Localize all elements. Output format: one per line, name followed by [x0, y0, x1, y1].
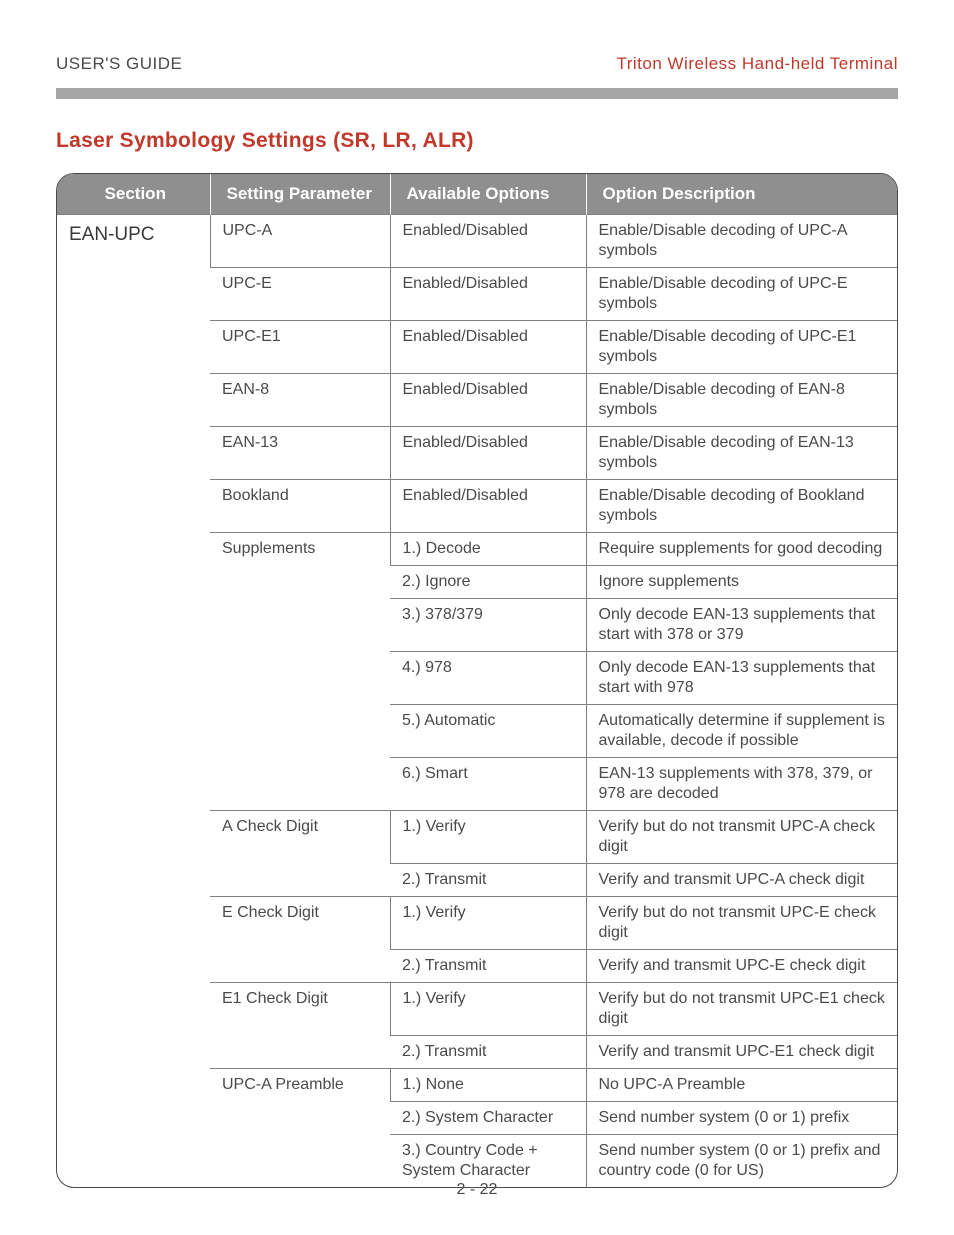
cell-parameter: UPC-E1: [210, 321, 390, 374]
page: USER'S GUIDE Triton Wireless Hand-held T…: [0, 0, 954, 1235]
cell-parameter: E1 Check Digit: [210, 983, 390, 1069]
cell-description: Only decode EAN-13 supplements that star…: [586, 652, 897, 705]
cell-option: Enabled/Disabled: [390, 374, 586, 427]
cell-description: Send number system (0 or 1) prefix and c…: [586, 1135, 897, 1188]
cell-description: Automatically determine if supplement is…: [586, 705, 897, 758]
settings-table: Section Setting Parameter Available Opti…: [57, 174, 897, 1187]
cell-description: Enable/Disable decoding of UPC-E1 symbol…: [586, 321, 897, 374]
cell-description: Send number system (0 or 1) prefix: [586, 1102, 897, 1135]
cell-parameter: EAN-8: [210, 374, 390, 427]
col-parameter: Setting Parameter: [210, 174, 390, 215]
cell-option: Enabled/Disabled: [390, 215, 586, 268]
cell-parameter: EAN-13: [210, 427, 390, 480]
cell-option: 1.) Verify: [390, 811, 586, 864]
header-right: Triton Wireless Hand-held Terminal: [616, 54, 898, 74]
running-header: USER'S GUIDE Triton Wireless Hand-held T…: [56, 54, 898, 74]
page-number: 2 - 22: [0, 1181, 954, 1199]
cell-parameter: E Check Digit: [210, 897, 390, 983]
cell-parameter: UPC-A: [210, 215, 390, 268]
cell-description: Verify but do not transmit UPC-E check d…: [586, 897, 897, 950]
settings-table-wrap: Section Setting Parameter Available Opti…: [56, 173, 898, 1188]
table-header-row: Section Setting Parameter Available Opti…: [57, 174, 897, 215]
cell-option: 2.) Ignore: [390, 566, 586, 599]
cell-option: 1.) Verify: [390, 983, 586, 1036]
cell-option: Enabled/Disabled: [390, 427, 586, 480]
cell-description: Verify and transmit UPC-E1 check digit: [586, 1036, 897, 1069]
cell-option: Enabled/Disabled: [390, 321, 586, 374]
cell-option: 1.) Decode: [390, 533, 586, 566]
cell-description: Verify and transmit UPC-A check digit: [586, 864, 897, 897]
table-row: EAN-UPCUPC-AEnabled/DisabledEnable/Disab…: [57, 215, 897, 268]
cell-description: Verify but do not transmit UPC-E1 check …: [586, 983, 897, 1036]
cell-parameter: UPC-E: [210, 268, 390, 321]
cell-option: 2.) Transmit: [390, 1036, 586, 1069]
cell-parameter: UPC-A Preamble: [210, 1069, 390, 1188]
cell-option: Enabled/Disabled: [390, 480, 586, 533]
cell-option: 1.) None: [390, 1069, 586, 1102]
cell-option: 6.) Smart: [390, 758, 586, 811]
cell-option: 2.) Transmit: [390, 864, 586, 897]
cell-option: 2.) Transmit: [390, 950, 586, 983]
table-body: EAN-UPCUPC-AEnabled/DisabledEnable/Disab…: [57, 215, 897, 1188]
cell-description: Enable/Disable decoding of UPC-A symbols: [586, 215, 897, 268]
col-section: Section: [57, 174, 210, 215]
col-options: Available Options: [390, 174, 586, 215]
header-left: USER'S GUIDE: [56, 54, 182, 74]
cell-description: Enable/Disable decoding of EAN-8 symbols: [586, 374, 897, 427]
cell-description: Enable/Disable decoding of EAN-13 symbol…: [586, 427, 897, 480]
header-rule-thick: [56, 88, 898, 98]
cell-option: 4.) 978: [390, 652, 586, 705]
cell-description: Require supplements for good decoding: [586, 533, 897, 566]
cell-description: Only decode EAN-13 supplements that star…: [586, 599, 897, 652]
cell-option: 1.) Verify: [390, 897, 586, 950]
cell-section: EAN-UPC: [57, 215, 210, 1188]
cell-description: EAN-13 supplements with 378, 379, or 978…: [586, 758, 897, 811]
cell-option: 2.) System Character: [390, 1102, 586, 1135]
section-title: Laser Symbology Settings (SR, LR, ALR): [56, 129, 898, 153]
col-description: Option Description: [586, 174, 897, 215]
cell-description: No UPC-A Preamble: [586, 1069, 897, 1102]
cell-option: Enabled/Disabled: [390, 268, 586, 321]
cell-parameter: A Check Digit: [210, 811, 390, 897]
cell-description: Ignore supplements: [586, 566, 897, 599]
cell-option: 3.) 378/379: [390, 599, 586, 652]
cell-parameter: Bookland: [210, 480, 390, 533]
cell-description: Verify but do not transmit UPC-A check d…: [586, 811, 897, 864]
cell-description: Verify and transmit UPC-E check digit: [586, 950, 897, 983]
cell-description: Enable/Disable decoding of UPC-E symbols: [586, 268, 897, 321]
header-rule-thin: [56, 98, 898, 99]
cell-option: 3.) Country Code + System Character: [390, 1135, 586, 1188]
cell-option: 5.) Automatic: [390, 705, 586, 758]
cell-description: Enable/Disable decoding of Bookland symb…: [586, 480, 897, 533]
cell-parameter: Supplements: [210, 533, 390, 811]
